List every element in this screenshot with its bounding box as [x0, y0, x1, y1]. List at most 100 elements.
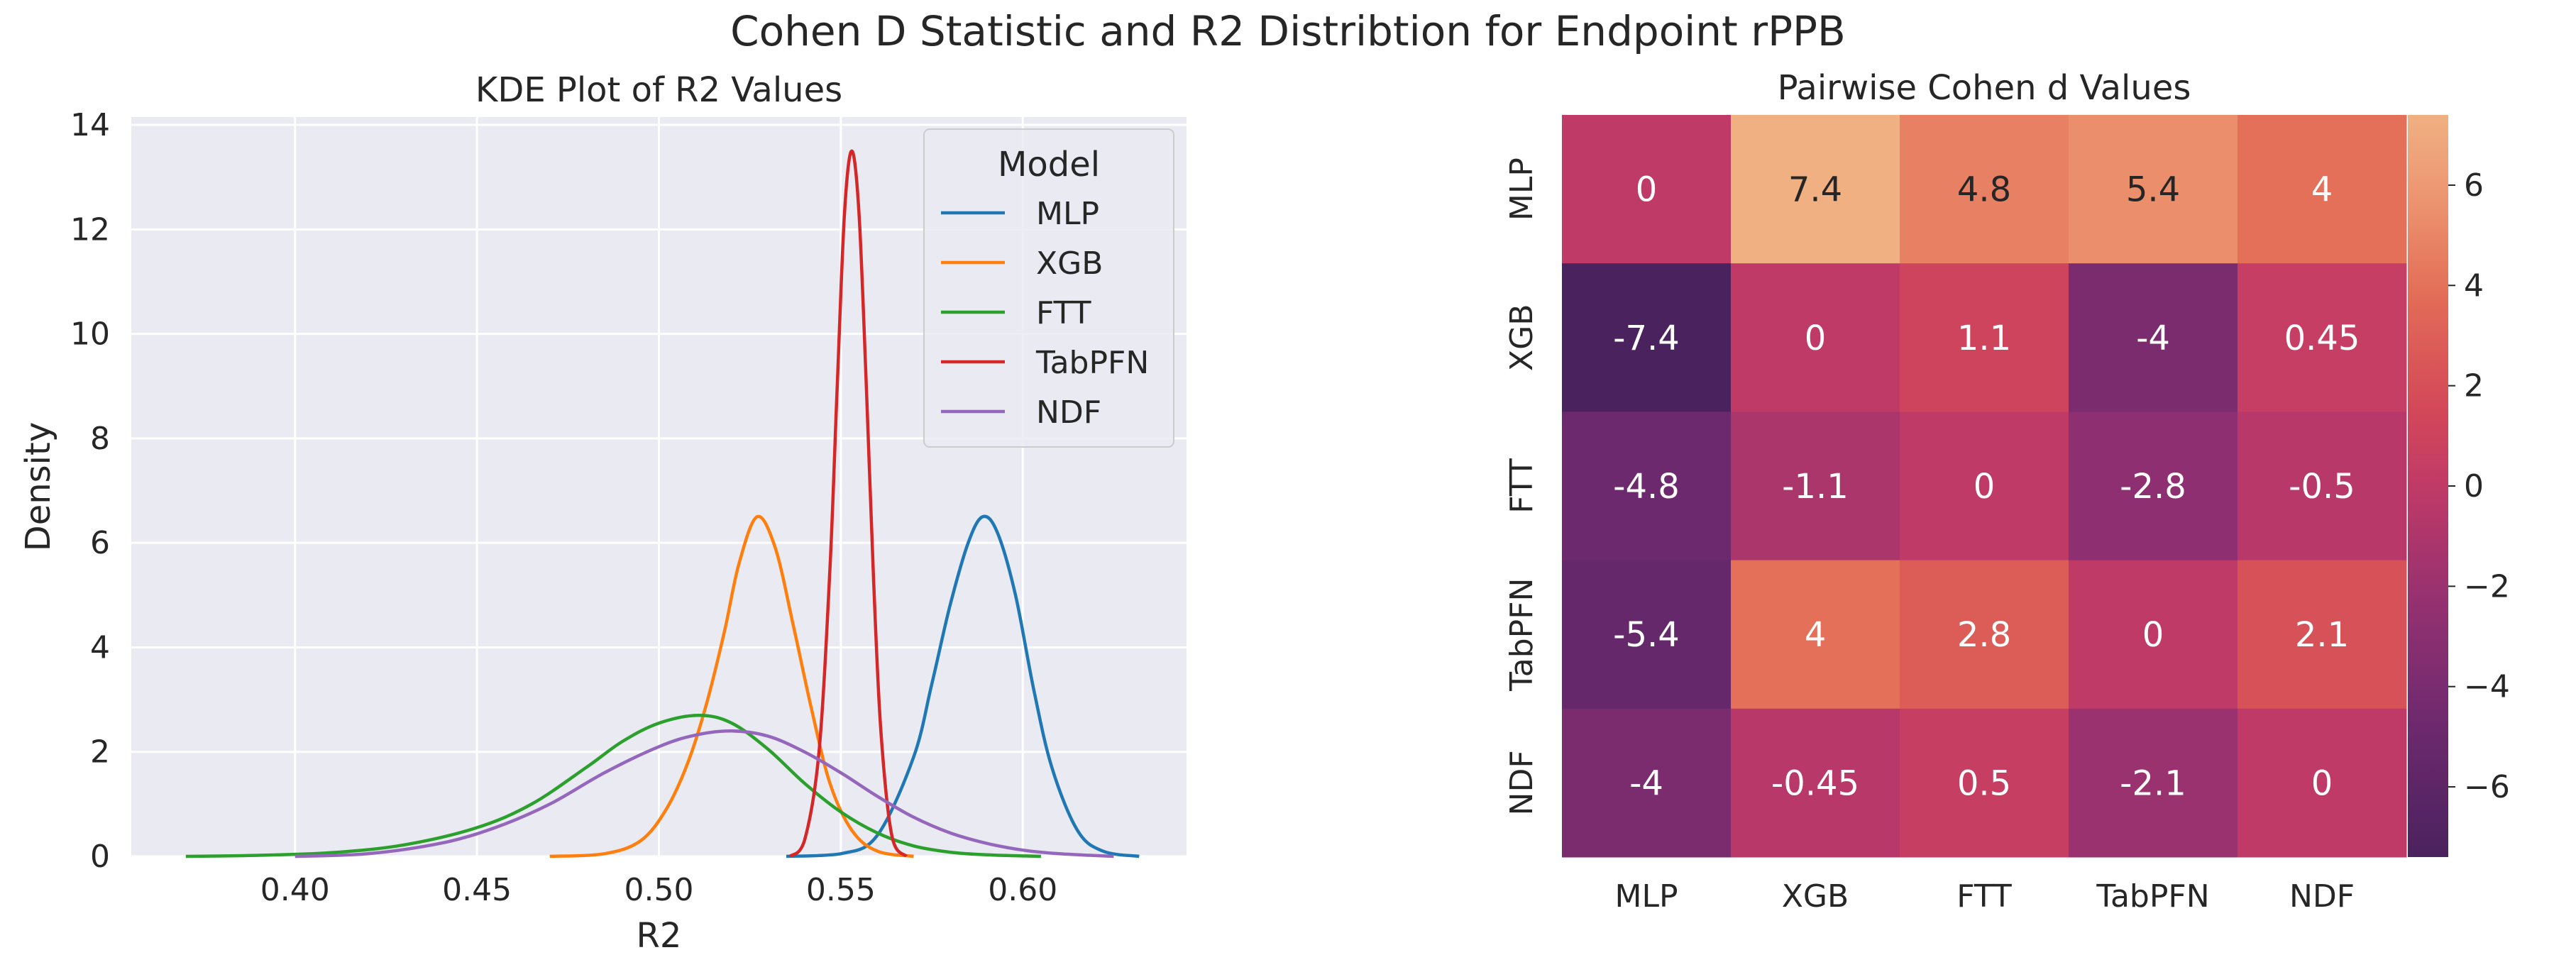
- heatmap-cell-annotation: -4.8: [1613, 467, 1680, 507]
- heatmap-cell-annotation: 0.5: [1957, 763, 2011, 803]
- heatmap-cell-annotation: -2.8: [2120, 467, 2186, 507]
- kde-line-ndf: [295, 729, 1114, 858]
- heatmap-cell-xgb-xgb: [1731, 263, 1900, 412]
- heatmap-x-tick-label: TabPFN: [2096, 878, 2209, 915]
- heatmap-cell-xgb-tabpfn: [2069, 263, 2238, 412]
- heatmap-cell-annotation: 0: [2142, 615, 2164, 655]
- heatmap-y-tick-label: NDF: [1504, 750, 1540, 815]
- kde-y-tick-label: 10: [70, 316, 110, 353]
- heatmap-x-tick-label: NDF: [2289, 878, 2355, 915]
- heatmap-cell-annotation: 0: [2311, 763, 2333, 803]
- kde-legend-frame: [923, 128, 1174, 448]
- kde-y-tick-label: 14: [70, 107, 110, 143]
- heatmap-cell-annotation: 4: [2311, 170, 2333, 210]
- kde-line-tabpfn: [788, 149, 908, 858]
- heatmap-cell-annotation: 0: [1636, 170, 1658, 210]
- kde-x-tick-label: 0.60: [988, 872, 1057, 908]
- colorbar-tick-label: −4: [2464, 669, 2510, 705]
- heatmap-cell-annotation: 2.1: [2295, 615, 2349, 655]
- kde-y-tick-label: 4: [90, 629, 110, 666]
- kde-legend: Model MLP XGB FTT TabPFN NDF: [923, 128, 1174, 448]
- heatmap-cell-annotation: -4: [2136, 319, 2170, 358]
- heatmap-cell-tabpfn-mlp: [1562, 560, 1732, 709]
- kde-legend-label-tabpfn: TabPFN: [1035, 345, 1149, 381]
- kde-legend-label-xgb: XGB: [1036, 245, 1103, 282]
- heatmap-cell-ftt-tabpfn: [2069, 412, 2238, 561]
- heatmap-y-tick-label: MLP: [1504, 158, 1540, 221]
- heatmap-cell-tabpfn-ftt: [1900, 560, 2069, 709]
- heatmap-cell-ftt-mlp: [1562, 412, 1732, 561]
- colorbar-tick-label: −2: [2464, 568, 2510, 604]
- heatmap-title: Pairwise Cohen d Values: [1778, 68, 2191, 108]
- heatmap-cell-xgb-mlp: [1562, 263, 1732, 412]
- heatmap-cell-ndf-xgb: [1731, 708, 1900, 858]
- kde-y-tick-label: 2: [90, 734, 110, 771]
- heatmap-cell-tabpfn-xgb: [1731, 560, 1900, 709]
- heatmap-cell-mlp-tabpfn: [2069, 115, 2238, 264]
- heatmap-cell-annotation: 7.4: [1788, 170, 1842, 210]
- heatmap-cell-annotation: 0: [1974, 467, 1996, 507]
- colorbar-tick-label: 6: [2464, 167, 2484, 204]
- kde-legend-label-ndf: NDF: [1036, 394, 1101, 431]
- kde-y-tick-label: 0: [90, 839, 110, 875]
- colorbar-tick-label: −6: [2464, 769, 2510, 805]
- kde-x-tick-label: 0.40: [260, 872, 330, 908]
- kde-x-tick-label: 0.45: [442, 872, 512, 908]
- heatmap-cell-annotation: 0.45: [2284, 319, 2360, 358]
- kde-x-tick-label: 0.55: [806, 872, 876, 908]
- kde-line-ftt: [185, 713, 1041, 858]
- heatmap-colorbar: [2408, 115, 2448, 857]
- heatmap-cell-tabpfn-tabpfn: [2069, 560, 2238, 709]
- figure-title: Cohen D Statistic and R2 Distribtion for…: [730, 7, 1846, 55]
- heatmap-x-tick-label: FTT: [1956, 878, 2012, 915]
- heatmap-cell-annotation: -7.4: [1613, 319, 1680, 358]
- heatmap-y-tick-label: FTT: [1504, 458, 1540, 514]
- heatmap-cell-annotation: 1.1: [1957, 319, 2011, 358]
- heatmap-cell-annotation: 0: [1805, 319, 1827, 358]
- kde-y-axis-label: Density: [18, 422, 58, 551]
- heatmap-cell-ndf-ndf: [2238, 708, 2407, 858]
- kde-x-tick-label: 0.50: [624, 872, 694, 908]
- colorbar-tick-label: 2: [2464, 368, 2484, 404]
- heatmap-y-tick-label: TabPFN: [1504, 578, 1540, 692]
- heatmap-cell-mlp-mlp: [1562, 115, 1732, 264]
- heatmap-cell-annotation: -0.5: [2289, 467, 2355, 507]
- colorbar-tick-label: 4: [2464, 267, 2484, 304]
- heatmap-cell-annotation: 5.4: [2126, 170, 2180, 210]
- heatmap-cell-annotation: -0.45: [1771, 763, 1859, 803]
- heatmap-y-tick-label: XGB: [1504, 304, 1540, 371]
- kde-legend-label-ftt: FTT: [1036, 295, 1091, 331]
- heatmap-cell-mlp-xgb: [1731, 115, 1900, 264]
- heatmap-cell-ndf-ftt: [1900, 708, 2069, 858]
- kde-legend-title: Model: [998, 145, 1100, 184]
- heatmap-cell-tabpfn-ndf: [2238, 560, 2407, 709]
- heatmap-x-tick-label: XGB: [1782, 878, 1849, 915]
- heatmap-cell-ftt-xgb: [1731, 412, 1900, 561]
- heatmap-cell-mlp-ndf: [2238, 115, 2407, 264]
- colorbar-tick-label: 0: [2464, 468, 2484, 504]
- kde-y-tick-label: 6: [90, 525, 110, 561]
- kde-y-tick-label: 8: [90, 421, 110, 457]
- heatmap-cell-xgb-ftt: [1900, 263, 2069, 412]
- heatmap-cell-annotation: 4: [1805, 615, 1827, 655]
- heatmap-cell-annotation: 4.8: [1957, 170, 2011, 210]
- heatmap-cell-annotation: -1.1: [1782, 467, 1849, 507]
- heatmap-cell-ftt-ftt: [1900, 412, 2069, 561]
- kde-line-mlp: [786, 514, 1140, 858]
- kde-y-tick-label: 12: [70, 211, 110, 248]
- heatmap-x-tick-label: MLP: [1614, 878, 1678, 915]
- kde-x-axis-label: R2: [637, 916, 682, 956]
- heatmap-cell-ndf-tabpfn: [2069, 708, 2238, 858]
- heatmap-cell-annotation: 2.8: [1957, 615, 2011, 655]
- kde-line-xgb: [549, 514, 914, 858]
- heatmap-cell-annotation: -4: [1629, 763, 1663, 803]
- heatmap-cell-ftt-ndf: [2238, 412, 2407, 561]
- heatmap-cell-ndf-mlp: [1562, 708, 1732, 858]
- heatmap-cell-mlp-ftt: [1900, 115, 2069, 264]
- heatmap-cell-annotation: -2.1: [2120, 763, 2186, 803]
- kde-legend-label-mlp: MLP: [1036, 196, 1099, 232]
- kde-title: KDE Plot of R2 Values: [475, 70, 842, 110]
- heatmap-cell-annotation: -5.4: [1613, 615, 1680, 655]
